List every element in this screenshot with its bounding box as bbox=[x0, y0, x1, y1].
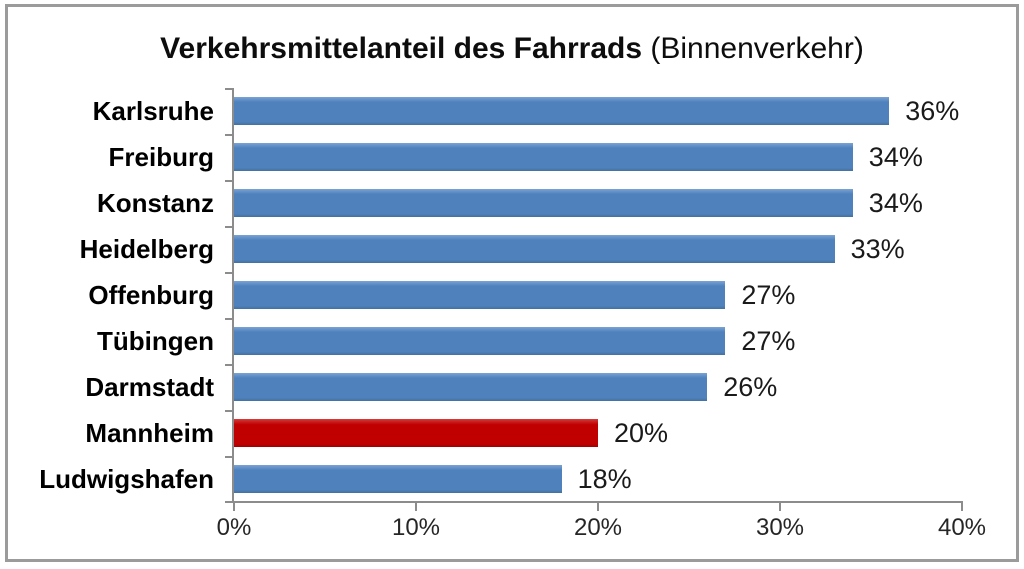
value-label: 18% bbox=[577, 464, 632, 494]
y-axis-tick bbox=[225, 180, 234, 182]
x-axis-tick bbox=[597, 502, 599, 511]
x-axis-tick bbox=[233, 502, 235, 511]
chart-title: Verkehrsmittelanteil des Fahrrads (Binne… bbox=[0, 32, 1024, 66]
x-axis-tick bbox=[415, 502, 417, 511]
x-tick-label: 40% bbox=[937, 514, 987, 541]
bar-highlighted bbox=[234, 419, 598, 447]
bar bbox=[234, 327, 726, 355]
category-label: Freiburg bbox=[108, 142, 214, 172]
y-axis-tick bbox=[225, 226, 234, 228]
category-label: Heidelberg bbox=[79, 234, 214, 264]
category-label: Tübingen bbox=[97, 326, 214, 356]
value-label: 33% bbox=[850, 234, 905, 264]
y-axis-tick bbox=[225, 272, 234, 274]
bar bbox=[234, 97, 890, 125]
x-tick-label: 20% bbox=[573, 514, 623, 541]
bar bbox=[234, 465, 562, 493]
chart-title-normal: (Binnenverkehr) bbox=[642, 32, 864, 65]
x-axis-tick bbox=[779, 502, 781, 511]
category-label: Konstanz bbox=[97, 188, 214, 218]
bar bbox=[234, 189, 853, 217]
bar bbox=[234, 281, 726, 309]
category-label: Offenburg bbox=[88, 280, 214, 310]
value-label: 26% bbox=[723, 372, 778, 402]
value-label: 27% bbox=[741, 280, 796, 310]
y-axis-line bbox=[232, 88, 234, 502]
x-axis-tick bbox=[961, 502, 963, 511]
y-axis-tick bbox=[225, 456, 234, 458]
value-label: 34% bbox=[868, 188, 923, 218]
value-label: 34% bbox=[868, 142, 923, 172]
x-axis-line bbox=[225, 501, 963, 503]
x-tick-label: 10% bbox=[391, 514, 441, 541]
value-label: 36% bbox=[905, 96, 960, 126]
bar bbox=[234, 373, 708, 401]
y-axis-tick bbox=[225, 364, 234, 366]
y-axis-tick bbox=[225, 88, 234, 90]
value-label: 27% bbox=[741, 326, 796, 356]
bar bbox=[234, 143, 853, 171]
y-axis-tick bbox=[225, 134, 234, 136]
x-tick-label: 0% bbox=[216, 514, 252, 541]
chart-title-bold: Verkehrsmittelanteil des Fahrrads bbox=[160, 32, 643, 65]
y-axis-tick bbox=[225, 410, 234, 412]
category-label: Mannheim bbox=[85, 418, 214, 448]
y-axis-tick bbox=[225, 318, 234, 320]
category-label: Darmstadt bbox=[85, 372, 214, 402]
category-label: Ludwigshafen bbox=[39, 464, 214, 494]
value-label: 20% bbox=[614, 418, 669, 448]
bar bbox=[234, 235, 835, 263]
x-tick-label: 30% bbox=[755, 514, 805, 541]
category-label: Karlsruhe bbox=[92, 96, 214, 126]
